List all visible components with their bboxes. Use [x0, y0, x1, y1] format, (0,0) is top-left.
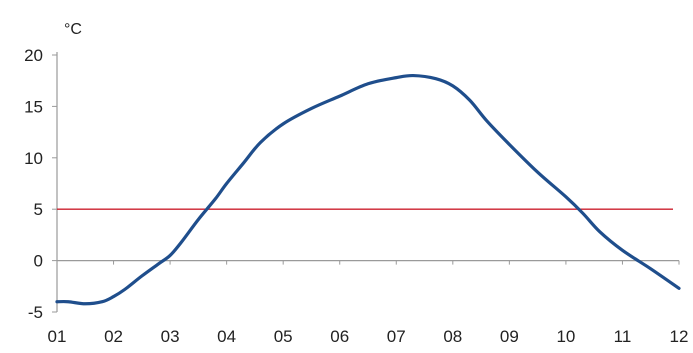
y-tick-label: 0 — [34, 252, 43, 271]
y-tick-label: 15 — [24, 97, 43, 116]
y-tick-label: 5 — [34, 200, 43, 219]
y-tick-label: -5 — [28, 303, 43, 322]
x-axis-tick-labels: 01 02 03 04 05 06 07 08 09 10 11 12 — [48, 260, 689, 346]
x-tick-label: 02 — [104, 327, 123, 346]
y-tick-label: 20 — [24, 46, 43, 65]
x-tick-label: 04 — [217, 327, 236, 346]
series — [55, 73, 681, 306]
x-tick-label: 11 — [614, 327, 632, 346]
y-tick-label: 10 — [24, 149, 43, 168]
x-tick-label: 10 — [556, 327, 575, 346]
x-tick-label: 05 — [274, 327, 293, 346]
x-tick-label: 12 — [670, 327, 689, 346]
temperature-series-line — [55, 73, 681, 306]
x-tick-label: 01 — [48, 327, 67, 346]
y-unit-label: °C — [64, 21, 82, 38]
x-tick-label: 06 — [330, 327, 349, 346]
x-tick-label: 03 — [161, 327, 180, 346]
x-tick-label: 07 — [387, 327, 406, 346]
axes — [56, 52, 679, 312]
y-axis-tick-labels: 20 15 10 5 0 -5 — [24, 46, 57, 322]
x-tick-label: 09 — [500, 327, 519, 346]
x-tick-label: 08 — [443, 327, 462, 346]
